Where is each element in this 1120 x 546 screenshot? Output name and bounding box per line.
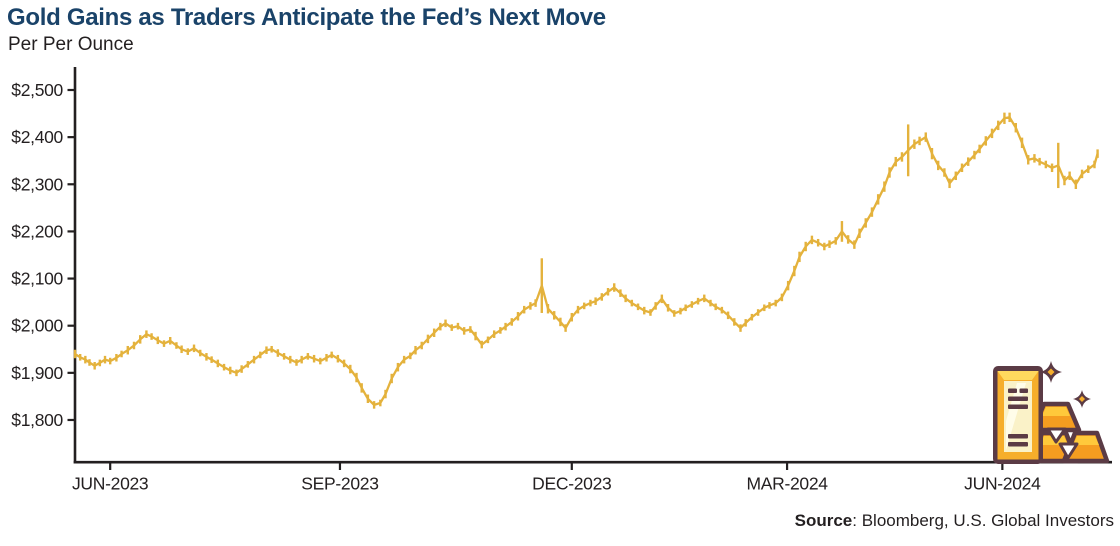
gold-bar-top-bevel (997, 371, 1039, 380)
x-axis-label: JUN-2023 (72, 474, 148, 494)
gold-bar-stripe (1008, 404, 1028, 409)
chart-title: Gold Gains as Traders Anticipate the Fed… (7, 4, 606, 31)
gold-bars-icon (993, 361, 1110, 464)
y-axis-label: $2,100 (11, 269, 63, 289)
gold-price-series (73, 112, 1099, 409)
sparkle-center (1079, 396, 1085, 402)
source-label: Source (794, 511, 853, 530)
gold-bar-upright (993, 366, 1043, 464)
price-line (74, 116, 1099, 407)
gold-bar-stripe (1008, 442, 1028, 447)
axes: $2,500 $2,400 $2,300 $2,200 $2,100 $2,000 $1,9… (11, 67, 1112, 494)
x-axis-label: SEP-2023 (301, 474, 378, 494)
ingot-gap-triangle (1046, 427, 1067, 444)
y-axis-label: $1,900 (11, 363, 63, 383)
y-axis-label: $2,000 (11, 316, 63, 336)
y-axis-label: $2,400 (11, 127, 63, 147)
gold-bar-stripe (1008, 434, 1028, 439)
x-axis-label: MAR-2024 (746, 474, 828, 494)
y-axis-label: $2,500 (11, 80, 63, 100)
gold-ingot-bottom-right-face (1073, 436, 1099, 445)
sparkle-icon (1040, 361, 1062, 383)
gold-bar-stripe (1008, 388, 1017, 393)
sparkle-center (1047, 368, 1055, 376)
y-axis-label: $2,200 (11, 221, 63, 241)
y-axis-label: $1,800 (11, 410, 63, 430)
source-text: : Bloomberg, U.S. Global Investors (852, 511, 1114, 530)
y-axis-label: $2,300 (11, 174, 63, 194)
gold-bar-stripe (1019, 388, 1028, 393)
sparkle-icon (1073, 390, 1091, 408)
gold-bar-stripe (1008, 396, 1028, 401)
x-axis-label: DEC-2023 (532, 474, 611, 494)
x-axis-label: JUN-2024 (964, 474, 1041, 494)
chart-subtitle: Per Per Ounce (8, 34, 134, 55)
gold-ingot-top-face (1042, 407, 1070, 416)
source-note: Source: Bloomberg, U.S. Global Investors (795, 511, 1114, 531)
ingot-gap-triangle (1058, 442, 1079, 460)
